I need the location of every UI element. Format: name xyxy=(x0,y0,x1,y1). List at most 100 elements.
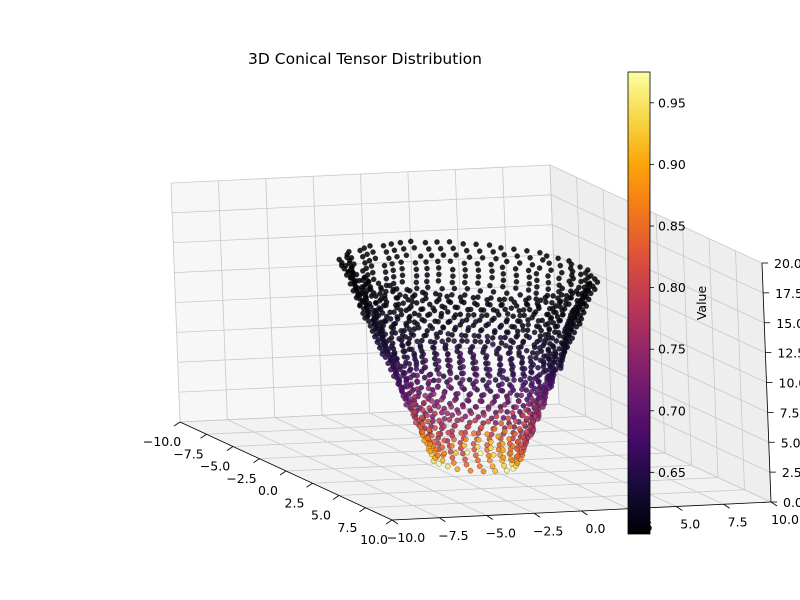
scatter-point xyxy=(391,247,398,254)
scatter-point xyxy=(427,448,434,455)
scatter-point xyxy=(454,374,460,381)
scatter-point xyxy=(566,339,573,345)
scatter-point xyxy=(511,299,518,305)
scatter-point xyxy=(445,429,452,436)
scatter-point xyxy=(447,377,453,383)
scatter-point xyxy=(366,278,372,285)
scatter-point xyxy=(540,257,546,263)
scatter-point xyxy=(394,355,400,362)
scatter-point xyxy=(531,342,538,348)
scatter-point xyxy=(383,249,390,255)
scatter-point xyxy=(399,279,406,285)
scatter-point xyxy=(439,409,445,416)
scatter-point xyxy=(459,357,466,364)
scatter-point xyxy=(431,345,437,351)
scatter-point xyxy=(518,449,525,455)
scatter-point xyxy=(530,361,536,368)
scatter-point xyxy=(476,463,483,470)
scatter-point xyxy=(548,267,554,273)
scatter-point xyxy=(380,242,387,249)
scatter-point xyxy=(536,401,543,407)
scatter-point xyxy=(525,287,532,293)
scatter-point xyxy=(486,373,493,379)
scatter-point xyxy=(547,363,554,370)
scatter-point xyxy=(447,364,454,370)
scatter-point xyxy=(543,253,550,259)
scatter-point xyxy=(536,265,543,271)
scatter-point xyxy=(523,407,529,413)
gridline xyxy=(708,238,719,478)
scatter-point xyxy=(445,331,451,337)
x-tick-mark xyxy=(279,470,287,476)
scatter-point xyxy=(514,332,521,339)
scatter-point xyxy=(376,298,383,304)
scatter-point xyxy=(592,276,598,282)
scatter-point xyxy=(372,333,378,340)
scatter-point xyxy=(520,327,526,333)
scatter-point xyxy=(534,350,541,356)
scatter-point xyxy=(435,318,441,325)
scatter-point xyxy=(452,324,459,331)
scatter-point xyxy=(463,247,470,254)
scatter-point xyxy=(504,317,510,323)
scatter-point xyxy=(509,443,516,450)
scatter-point xyxy=(396,379,402,385)
scatter-point xyxy=(551,359,558,365)
scatter-point xyxy=(422,364,429,370)
scatter-point xyxy=(386,337,392,343)
scatter-point xyxy=(489,463,496,470)
scatter-point xyxy=(447,258,454,264)
scatter-point xyxy=(441,390,448,396)
scatter-point xyxy=(569,309,575,315)
scatter-point xyxy=(489,268,495,274)
gridline xyxy=(558,403,772,503)
scatter-point xyxy=(471,332,478,339)
x-tick-label: 2.5 xyxy=(285,495,305,510)
y-tick-label: 7.5 xyxy=(728,514,748,529)
scatter-point xyxy=(527,255,533,261)
scatter-point xyxy=(545,320,552,327)
scatter-point xyxy=(507,423,513,429)
scatter-point xyxy=(351,279,357,285)
scatter-point xyxy=(533,290,539,296)
scatter-point xyxy=(491,426,498,432)
y-tick-mark xyxy=(533,512,541,518)
scatter-point xyxy=(435,258,441,265)
gridline xyxy=(549,164,763,264)
scatter-point xyxy=(520,339,526,346)
scatter-point xyxy=(533,270,540,277)
colorbar-label: Value xyxy=(694,286,709,321)
scatter-point xyxy=(526,295,532,301)
scatter-point xyxy=(505,329,511,336)
scatter-point xyxy=(430,305,436,311)
scatter-point xyxy=(419,337,425,344)
scatter-point xyxy=(419,429,426,435)
colorbar-gradient xyxy=(627,71,651,535)
scatter-point xyxy=(490,341,496,347)
scatter-point xyxy=(454,466,461,472)
scatter-point xyxy=(498,322,505,329)
scatter-point xyxy=(369,328,376,334)
z-tick-label: 17.5 xyxy=(775,286,800,301)
scatter-point xyxy=(426,405,433,411)
scatter-point xyxy=(496,371,503,377)
scatter-point xyxy=(533,296,539,302)
scatter-point xyxy=(566,301,572,307)
scatter-point xyxy=(374,320,381,326)
scatter-point xyxy=(556,275,562,282)
scatter-point xyxy=(441,416,448,422)
scatter-point xyxy=(508,384,515,390)
scatter-point xyxy=(367,323,374,329)
colorbar-ticks: 0.65 0.70 0.75 0.80 0.85 0.90 0.95 xyxy=(650,95,686,480)
x-tick-mark xyxy=(173,421,181,427)
scatter-point xyxy=(484,431,490,437)
scatter-point xyxy=(444,463,451,470)
scatter-point xyxy=(377,290,383,297)
scatter-point xyxy=(467,346,474,352)
scatter-point xyxy=(550,293,556,299)
scatter-point xyxy=(374,339,381,345)
scatter-point xyxy=(507,390,514,396)
scatter-point xyxy=(412,394,418,400)
scatter-point xyxy=(460,403,466,410)
scatter-point xyxy=(436,417,442,424)
